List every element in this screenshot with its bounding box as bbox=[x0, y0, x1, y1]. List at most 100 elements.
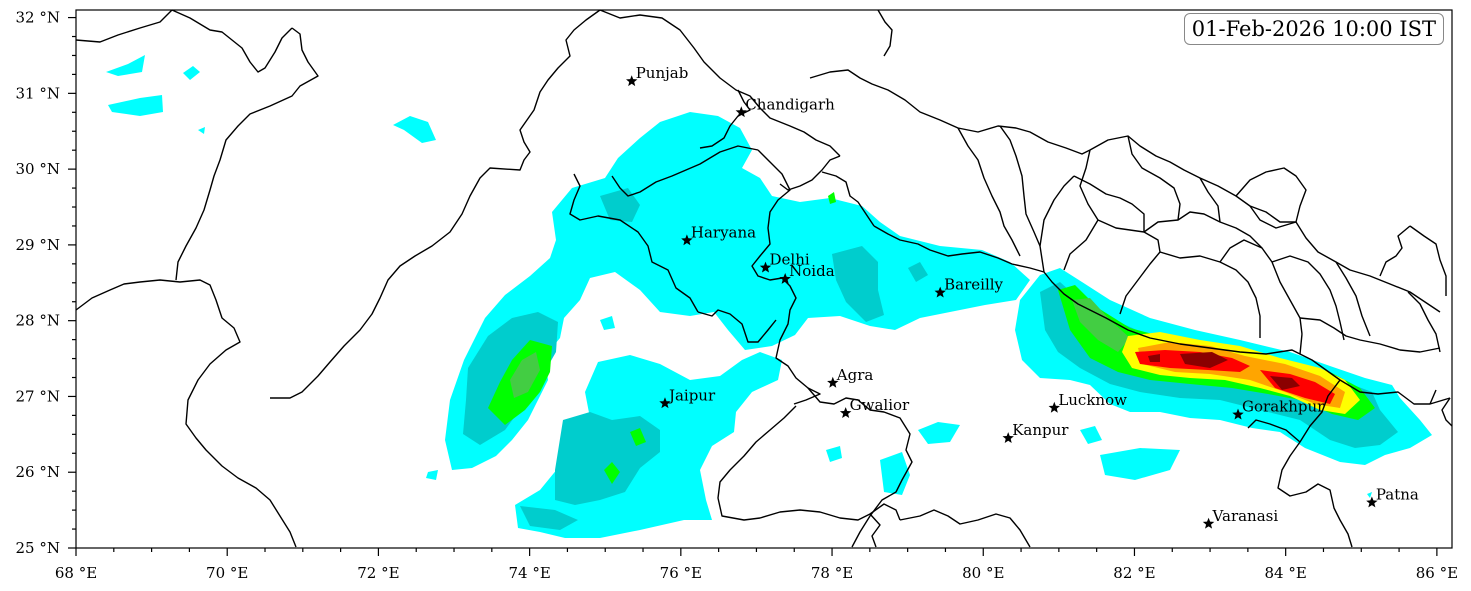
city-chandigarh: Chandigarh bbox=[735, 95, 835, 118]
boundary-line bbox=[809, 69, 1091, 155]
boundary-line bbox=[821, 171, 875, 227]
precip-level-8 bbox=[1148, 352, 1300, 390]
city-label: Lucknow bbox=[1058, 391, 1127, 409]
city-lucknow: Lucknow bbox=[1048, 391, 1127, 413]
x-tick-label: 80 °E bbox=[962, 564, 1004, 582]
boundary-line bbox=[1335, 261, 1371, 337]
city-label: Gwalior bbox=[850, 396, 910, 414]
star-icon bbox=[839, 407, 852, 418]
boundary-line bbox=[873, 225, 1451, 405]
boundary-line bbox=[611, 145, 759, 197]
city-label: Gorakhpur bbox=[1242, 398, 1325, 416]
boundary-line bbox=[1219, 239, 1263, 263]
city-kanpur: Kanpur bbox=[1002, 421, 1069, 443]
y-tick-label: 25 °N bbox=[16, 539, 60, 557]
boundary-layer bbox=[75, 9, 1453, 548]
city-label: Bareilly bbox=[944, 276, 1003, 294]
boundary-line bbox=[175, 27, 319, 281]
city-agra: Agra bbox=[827, 366, 873, 388]
city-gorakhpur: Gorakhpur bbox=[1232, 398, 1325, 420]
boundary-line bbox=[1039, 175, 1075, 273]
boundary-line bbox=[1299, 317, 1441, 353]
boundary-line bbox=[697, 309, 777, 343]
city-label: Punjab bbox=[636, 64, 689, 82]
y-tick-label: 32 °N bbox=[16, 9, 60, 27]
star-icon bbox=[1002, 432, 1014, 443]
city-label: Kanpur bbox=[1012, 421, 1069, 439]
boundary-line bbox=[699, 89, 751, 149]
boundary-line bbox=[75, 279, 297, 548]
star-icon bbox=[827, 376, 839, 388]
city-gwalior: Gwalior bbox=[839, 396, 910, 418]
x-tick-label: 78 °E bbox=[811, 564, 853, 582]
boundary-line bbox=[1407, 291, 1441, 353]
x-tick-label: 86 °E bbox=[1416, 564, 1458, 582]
boundary-line bbox=[957, 127, 1021, 257]
y-tick-label: 28 °N bbox=[16, 312, 60, 330]
boundary-line bbox=[1127, 135, 1181, 221]
y-tick-label: 31 °N bbox=[16, 84, 60, 102]
boundary-line bbox=[1143, 211, 1303, 335]
timestamp-label: 01-Feb-2026 10:00 IST bbox=[1183, 13, 1444, 45]
city-label: Agra bbox=[836, 366, 874, 384]
boundary-line bbox=[599, 9, 841, 157]
boundary-line bbox=[1409, 225, 1447, 296]
star-icon bbox=[735, 106, 747, 118]
star-icon bbox=[1232, 408, 1244, 420]
star-icon bbox=[934, 286, 946, 298]
y-tick-label: 30 °N bbox=[16, 160, 60, 178]
star-icon bbox=[1366, 496, 1378, 508]
star-icon bbox=[1202, 517, 1215, 529]
star-icon bbox=[779, 273, 791, 284]
x-tick-label: 74 °E bbox=[508, 564, 550, 582]
city-label: Varanasi bbox=[1212, 507, 1279, 525]
boundary-line bbox=[1199, 177, 1221, 223]
boundary-line bbox=[999, 125, 1041, 247]
boundary-line bbox=[569, 173, 699, 313]
x-tick-label: 76 °E bbox=[660, 564, 702, 582]
boundary-line bbox=[1073, 175, 1145, 232]
city-label: Jaipur bbox=[667, 386, 716, 404]
city-patna: Patna bbox=[1366, 486, 1419, 508]
x-tick-label: 72 °E bbox=[357, 564, 399, 582]
boundary-line bbox=[270, 9, 601, 399]
city-delhi: Delhi bbox=[759, 251, 810, 273]
city-jaipur: Jaipur bbox=[659, 386, 716, 409]
boundary-line bbox=[1249, 205, 1297, 229]
star-icon bbox=[681, 234, 693, 246]
boundary-line bbox=[899, 509, 1031, 548]
boundary-line bbox=[1097, 219, 1161, 315]
boundary-line bbox=[1379, 225, 1411, 277]
star-icon bbox=[659, 397, 671, 409]
precipitation-layer bbox=[106, 55, 1432, 538]
boundary-line bbox=[779, 155, 841, 191]
boundary-line bbox=[1235, 167, 1307, 223]
precip-level-1 bbox=[106, 55, 1432, 538]
y-tick-label: 29 °N bbox=[16, 236, 60, 254]
boundary-line bbox=[717, 405, 901, 521]
boundary-line bbox=[1089, 135, 1441, 313]
boundary-line bbox=[1441, 397, 1453, 427]
boundary-line bbox=[869, 513, 881, 548]
x-tick-label: 84 °E bbox=[1265, 564, 1307, 582]
boundary-line bbox=[1299, 333, 1303, 355]
boundary-line bbox=[877, 9, 893, 57]
boundary-line bbox=[1159, 251, 1261, 338]
boundary-line bbox=[1277, 379, 1353, 548]
city-punjab: Punjab bbox=[626, 64, 689, 87]
boundary-line bbox=[1429, 389, 1437, 405]
boundary-line bbox=[807, 387, 913, 548]
star-icon bbox=[759, 261, 772, 273]
star-icon bbox=[1048, 401, 1060, 413]
x-tick-label: 68 °E bbox=[55, 564, 97, 582]
x-tick-label: 70 °E bbox=[206, 564, 248, 582]
city-label: Patna bbox=[1376, 486, 1419, 504]
city-label: Haryana bbox=[691, 223, 756, 241]
city-haryana: Haryana bbox=[681, 223, 756, 246]
boundary-line bbox=[1271, 255, 1345, 341]
city-bareilly: Bareilly bbox=[934, 276, 1004, 298]
city-noida: Noida bbox=[779, 262, 835, 284]
boundary-line bbox=[1247, 419, 1301, 443]
